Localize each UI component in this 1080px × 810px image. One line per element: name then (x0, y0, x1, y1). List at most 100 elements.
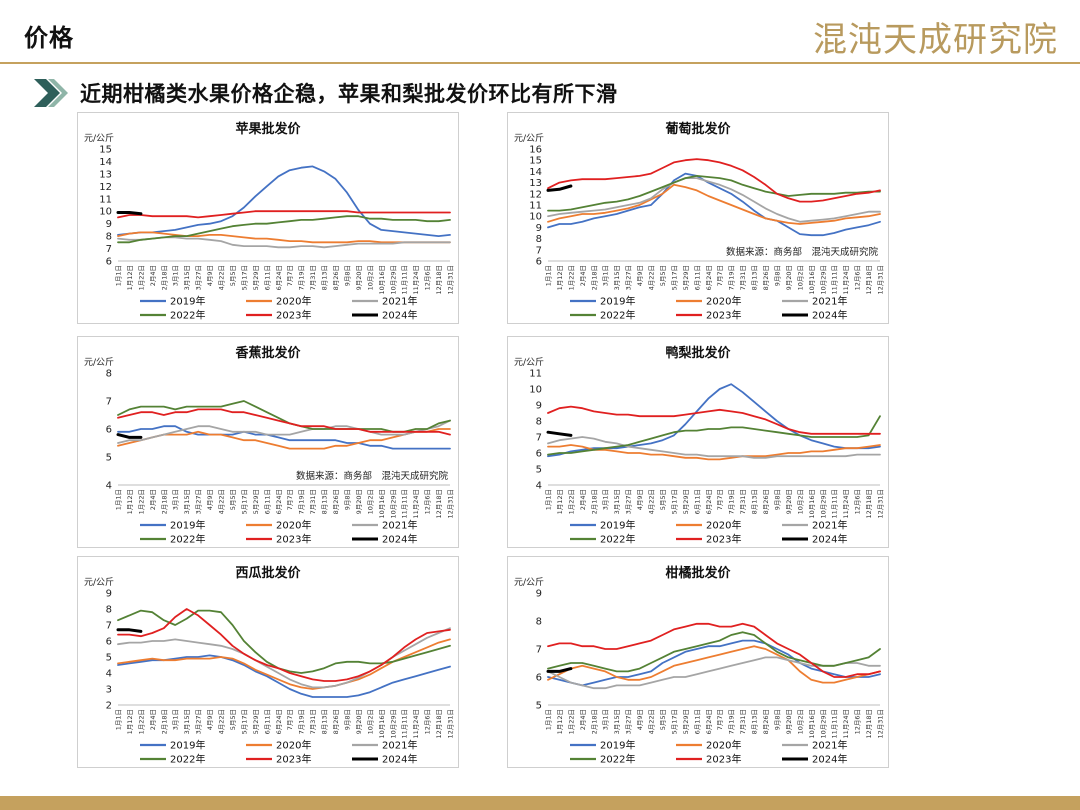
y-tick-label: 13 (529, 178, 542, 189)
y-tick-label: 11 (529, 369, 542, 380)
x-tick-label: 10月16日 (378, 489, 386, 519)
x-tick-label: 1月22日 (137, 709, 145, 734)
y-tick-label: 10 (529, 212, 542, 223)
x-tick-label: 8月26日 (762, 709, 770, 734)
chart-title: 苹果批发价 (235, 121, 301, 137)
x-tick-label: 4月9日 (206, 489, 214, 510)
x-tick-label: 11月11日 (831, 709, 839, 739)
x-tick-label: 1月12日 (126, 265, 134, 290)
series-line-2021 (117, 236, 451, 249)
x-tick-label: 3月15日 (183, 709, 191, 734)
legend-label: 2021年 (382, 519, 417, 532)
x-tick-label: 12月31日 (877, 265, 885, 295)
y-tick-label: 4 (536, 481, 542, 492)
series-line-2022 (117, 400, 451, 433)
x-tick-label: 8月13日 (321, 709, 329, 734)
x-tick-label: 5月5日 (659, 709, 667, 730)
x-tick-label: 5月17日 (670, 709, 678, 734)
x-tick-label: 2月18日 (160, 489, 168, 514)
x-tick-label: 3月1日 (602, 489, 610, 510)
source-note: 数据来源：商务部 混沌天成研究院 (296, 470, 449, 482)
x-tick-label: 6月24日 (705, 709, 713, 734)
x-tick-label: 12月31日 (447, 265, 455, 295)
x-tick-label: 2月18日 (590, 489, 598, 514)
series-line-2022 (547, 175, 881, 212)
x-tick-label: 4月22日 (218, 709, 226, 734)
x-tick-label: 6月24日 (275, 265, 283, 290)
x-tick-label: 7月31日 (739, 489, 747, 514)
brand-logo: 混沌天成研究院 (813, 20, 1058, 60)
x-tick-label: 6月24日 (705, 489, 713, 514)
legend-label: 2023年 (276, 309, 311, 322)
headline: 近期柑橘类水果价格企稳，苹果和梨批发价环比有所下滑 (80, 82, 618, 106)
series-line-2023 (547, 405, 881, 435)
series-line-2022 (117, 609, 451, 674)
x-tick-label: 9月20日 (785, 489, 793, 514)
x-tick-label: 4月9日 (206, 265, 214, 286)
legend-label: 2020年 (706, 295, 741, 308)
x-tick-label: 3月15日 (183, 265, 191, 290)
x-tick-label: 4月22日 (218, 265, 226, 290)
x-tick-label: 8月13日 (751, 709, 759, 734)
x-tick-label: 12月31日 (447, 709, 455, 739)
legend-label: 2020年 (706, 519, 741, 532)
x-tick-label: 4月9日 (636, 709, 644, 730)
series-line-2019 (547, 383, 881, 458)
series-line-2022 (547, 415, 881, 456)
x-tick-label: 9月8日 (343, 709, 351, 730)
x-tick-label: 8月26日 (332, 489, 340, 514)
y-tick-label: 12 (99, 182, 112, 193)
x-tick-label: 5月17日 (240, 489, 248, 514)
legend-label: 2022年 (170, 309, 205, 322)
x-tick-label: 2月4日 (149, 709, 157, 730)
legend-label: 2019年 (170, 295, 205, 308)
x-tick-label: 1月22日 (137, 489, 145, 514)
y-tick-label: 14 (99, 157, 112, 168)
y-tick-label: 5 (106, 453, 112, 464)
x-tick-label: 12月18日 (865, 489, 873, 519)
x-tick-label: 10月2日 (366, 265, 374, 290)
x-tick-label: 5月5日 (229, 709, 237, 730)
x-tick-label: 7月7日 (286, 489, 294, 510)
x-tick-label: 2月18日 (590, 709, 598, 734)
source-note: 数据来源：商务部 混沌天成研究院 (726, 246, 879, 258)
x-tick-label: 3月15日 (613, 265, 621, 290)
x-tick-label: 1月12日 (126, 709, 134, 734)
x-tick-label: 10月2日 (796, 709, 804, 734)
legend-label: 2021年 (382, 739, 417, 752)
x-tick-label: 7月19日 (728, 489, 736, 514)
y-tick-label: 8 (106, 232, 112, 243)
x-tick-label: 9月8日 (773, 265, 781, 286)
x-tick-label: 7月7日 (716, 265, 724, 286)
x-tick-label: 8月26日 (332, 265, 340, 290)
y-tick-label: 12 (529, 189, 542, 200)
x-tick-label: 1月1日 (545, 489, 553, 510)
y-tick-label: 11 (529, 201, 542, 212)
x-tick-label: 12月18日 (435, 265, 443, 295)
x-tick-label: 2月4日 (149, 489, 157, 510)
x-tick-label: 3月1日 (172, 709, 180, 730)
x-tick-label: 7月31日 (739, 265, 747, 290)
y-tick-label: 3 (106, 685, 112, 696)
legend-label: 2019年 (170, 739, 205, 752)
x-tick-label: 4月22日 (648, 709, 656, 734)
y-tick-label: 9 (106, 589, 112, 600)
series-line-2020 (117, 428, 451, 450)
x-tick-label: 8月26日 (762, 265, 770, 290)
x-tick-label: 12月6日 (854, 265, 862, 290)
x-tick-label: 10月2日 (366, 709, 374, 734)
y-tick-label: 4 (106, 481, 112, 492)
legend-label: 2023年 (276, 533, 311, 546)
x-tick-label: 3月27日 (195, 709, 203, 734)
legend-label: 2024年 (382, 753, 417, 766)
x-tick-label: 3月15日 (613, 489, 621, 514)
x-tick-label: 11月11日 (831, 489, 839, 519)
y-axis-unit: 元/公斤 (514, 357, 544, 368)
x-tick-label: 10月29日 (389, 709, 397, 739)
y-tick-label: 6 (106, 637, 112, 648)
legend-label: 2023年 (276, 753, 311, 766)
